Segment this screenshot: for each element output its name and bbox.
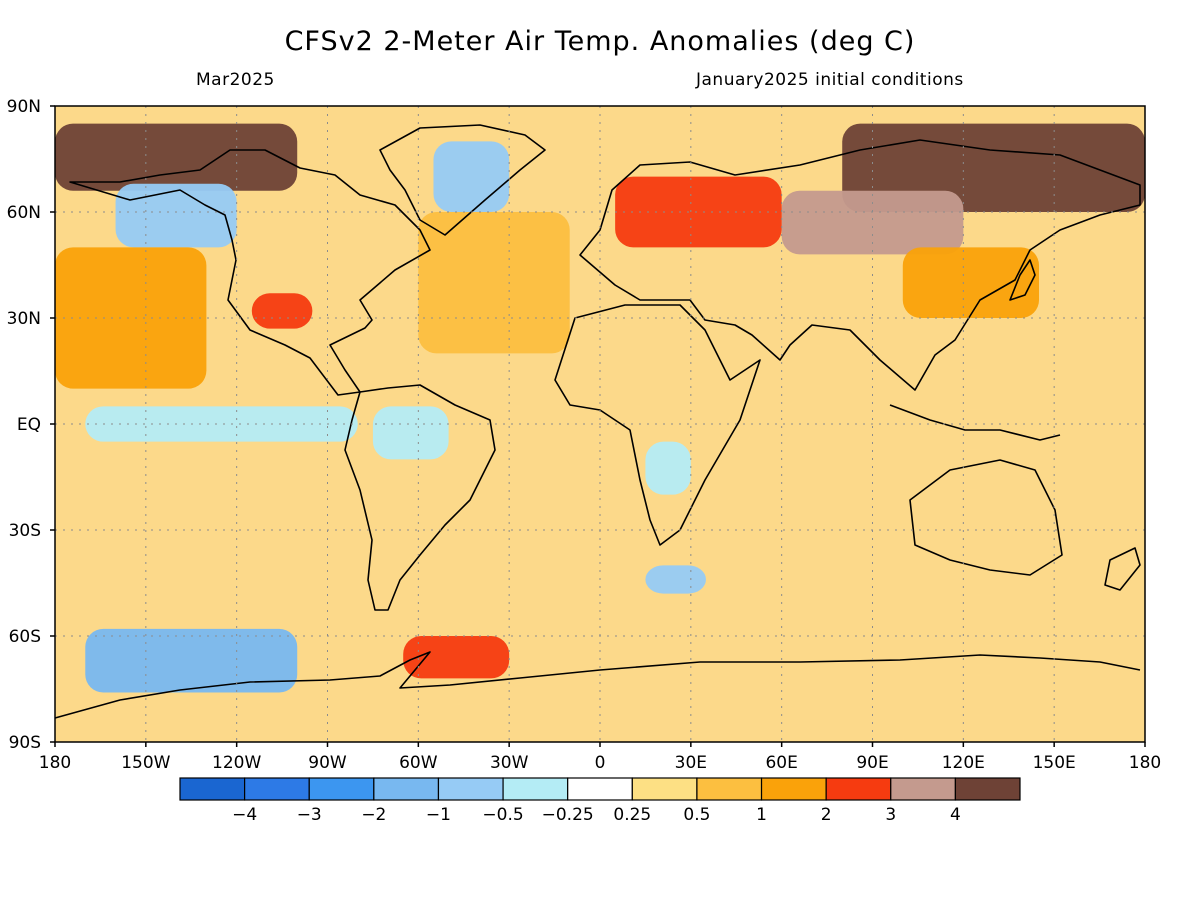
anomaly-region [55,123,298,191]
lon-tick-label: 150W [121,753,170,773]
coast-japan [1009,259,1036,301]
lat-tick-label: 90S [9,733,41,753]
coast-australia [909,459,1063,576]
chart-title: CFSv2 2-Meter Air Temp. Anomalies (deg C… [284,26,916,57]
coastlines [54,124,1141,719]
legend-label: −2 [361,805,386,825]
legend-swatch [437,777,504,801]
coast-north-america [69,149,431,396]
coast-greenland [379,124,546,236]
lon-tick-label: 150E [1033,753,1076,773]
color-legend: −4 −3 −2 −1 −0.5 −0.25 0.25 0.5 1 2 3 4 [179,777,1021,825]
legend-swatch [502,777,569,801]
anomaly-region [403,636,510,679]
lon-tick-label: 180 [1129,753,1161,773]
lon-tick-label: 30E [675,753,707,773]
anomaly-region [372,406,449,460]
anomaly-region [842,123,1145,212]
valid-month-label: Mar2025 [196,70,275,90]
lon-tick-label: 90E [856,753,888,773]
coast-new-zealand [1104,547,1141,591]
legend-swatch [244,777,310,801]
legend-swatch [696,777,763,801]
graticule [55,106,1145,742]
lon-tick-label: 60E [765,753,797,773]
legend-label: 0.5 [683,805,710,825]
legend-swatch [567,777,633,801]
lat-tick-label: EQ [17,415,41,435]
legend-swatch [373,777,440,801]
anomaly-region [115,183,237,248]
longitude-labels: 180 150W 120W 90W 60W 30W 0 30E 60E 90E 120E 150E 18… [39,742,1161,773]
lon-tick-label: 180 [39,753,71,773]
legend-label: 3 [885,805,896,825]
coast-eurasia [579,139,1141,391]
legend-swatch [890,777,956,801]
lat-tick-label: 60S [9,627,41,647]
lon-tick-label: 120W [212,753,261,773]
anomaly-region [251,293,313,329]
anomaly-region [433,141,510,212]
lat-tick-label: 60N [7,203,41,223]
legend-label: −0.25 [542,805,594,825]
anomaly-region [85,628,298,693]
lon-tick-label: 0 [595,753,606,773]
anomaly-region [781,190,964,255]
initial-conditions-label: January2025 initial conditions [696,70,964,90]
legend-label: −1 [426,805,451,825]
legend-label: −3 [297,805,322,825]
legend-label: 0.25 [613,805,651,825]
anomaly-region [902,247,1040,318]
anomaly-region [615,176,782,248]
legend-label: −4 [232,805,257,825]
lon-tick-label: 60W [399,753,438,773]
legend-label: 1 [756,805,767,825]
lon-tick-label: 90W [308,753,347,773]
lat-tick-label: 90N [7,97,41,117]
legend-swatch [760,777,827,801]
legend-label: 2 [821,805,832,825]
lon-tick-label: 30W [490,753,529,773]
anomaly-region [645,441,691,495]
anomaly-region [645,565,706,594]
lat-tick-label: 30N [7,309,41,329]
coast-indonesia [889,404,1061,441]
legend-label: −0.5 [482,805,523,825]
legend-swatch [825,777,892,801]
legend-swatch [308,777,375,801]
coast-south-america [344,384,496,611]
lon-tick-label: 120E [942,753,985,773]
lat-tick-label: 30S [9,521,41,541]
anomaly-region [85,406,358,442]
coast-antarctica [54,651,1141,719]
legend-swatch [631,777,698,801]
latitude-labels: 90N 60N 30N EQ 30S 60S 90S [7,97,55,753]
legend-swatch [179,777,246,801]
legend-swatch [954,777,1021,801]
anomaly-region [55,247,207,389]
legend-label: 4 [950,805,961,825]
